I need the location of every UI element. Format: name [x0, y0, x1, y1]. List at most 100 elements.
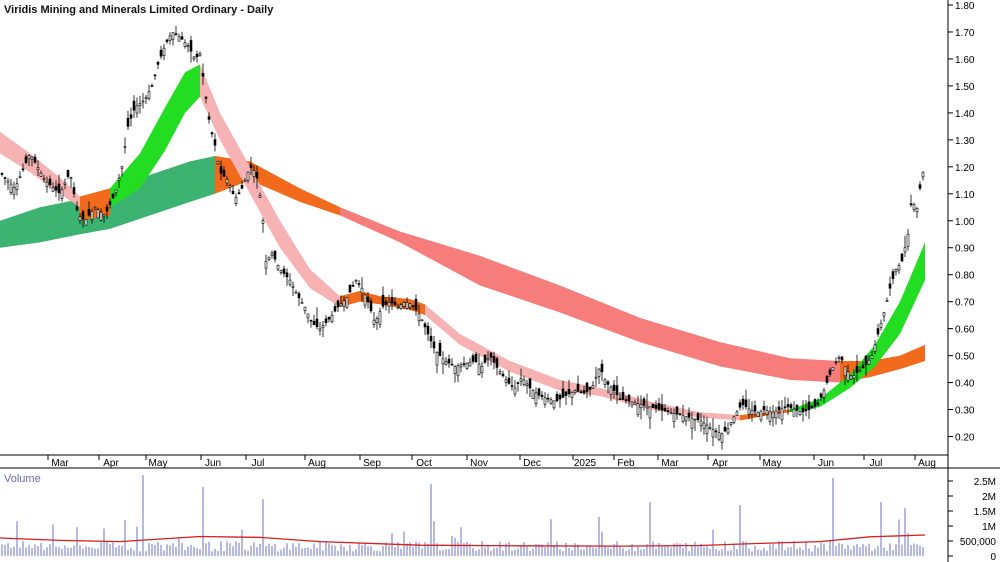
candle-body — [579, 391, 583, 393]
candle-body — [879, 322, 883, 328]
candle-body — [543, 397, 547, 405]
time-tick-label: Feb — [617, 458, 635, 469]
candle-body — [741, 398, 745, 406]
candle-body — [666, 410, 670, 413]
candle-body — [864, 355, 868, 366]
candle-body — [582, 390, 586, 394]
candle-body — [114, 189, 118, 193]
candle-body — [3, 177, 7, 179]
candle-body — [756, 411, 760, 417]
candle-body — [501, 373, 505, 377]
candle-body — [555, 394, 559, 402]
time-tick-label: Apr — [103, 458, 119, 469]
candle-body — [729, 422, 733, 425]
candle-body — [357, 283, 361, 285]
candle-body — [69, 177, 73, 180]
candle-body — [342, 300, 346, 307]
candle-body — [42, 178, 46, 180]
candle-body — [354, 279, 358, 282]
candle-body — [318, 328, 322, 331]
price-candles — [0, 26, 925, 450]
candle-body — [168, 35, 172, 41]
candle-body — [516, 382, 520, 384]
candle-body — [906, 233, 910, 247]
candle-body — [138, 103, 142, 106]
time-tick-label: Nov — [470, 458, 488, 469]
volume-tick-label: 1M — [982, 522, 996, 533]
candle-body — [492, 355, 496, 363]
volume-tick-label: 1.5M — [974, 507, 996, 518]
candle-body — [498, 371, 502, 374]
candle-body — [510, 385, 514, 387]
candle-body — [99, 211, 103, 221]
candle-body — [810, 405, 814, 409]
candle-body — [624, 399, 628, 401]
candle-body — [408, 303, 412, 308]
candle-body — [528, 378, 532, 389]
candle-body — [147, 91, 151, 100]
candle-body — [324, 318, 328, 323]
candle-body — [165, 39, 169, 42]
candle-body — [630, 401, 634, 406]
short-ribbon-bull-1 — [110, 64, 200, 208]
candle-body — [105, 206, 109, 212]
candle-body — [198, 53, 202, 56]
candle-body — [564, 391, 568, 396]
candle-body — [600, 363, 604, 373]
candle-body — [705, 424, 709, 434]
time-tick-label: Mar — [661, 458, 679, 469]
candle-body — [189, 40, 193, 52]
candle-body — [21, 168, 25, 171]
candle-body — [918, 184, 922, 189]
candle-body — [483, 355, 487, 363]
candle-body — [759, 410, 763, 421]
candle-body — [819, 393, 823, 398]
candle-body — [660, 404, 664, 411]
candle-body — [681, 415, 685, 422]
candle-body — [828, 369, 832, 375]
candle-body — [735, 411, 739, 416]
candle-body — [486, 358, 490, 361]
candle-body — [297, 293, 301, 299]
price-tick-label: 1.00 — [955, 217, 975, 228]
candle-body — [912, 204, 916, 210]
candle-body — [711, 429, 715, 438]
candle-body — [45, 181, 49, 187]
candle-body — [633, 402, 637, 405]
candle-body — [201, 72, 205, 77]
candle-body — [855, 366, 859, 373]
candle-body — [897, 264, 901, 271]
candle-body — [552, 400, 556, 409]
candle-body — [180, 36, 184, 40]
candle-body — [72, 187, 76, 195]
candle-body — [438, 342, 442, 356]
candle-body — [162, 47, 166, 56]
candle-body — [366, 296, 370, 302]
candle-body — [696, 413, 700, 421]
candle-body — [390, 296, 394, 304]
candle-body — [270, 252, 274, 257]
candle-body — [744, 399, 748, 408]
time-tick-label: Oct — [416, 458, 432, 469]
candle-body — [348, 284, 352, 293]
candle-body — [372, 319, 376, 325]
candle-body — [90, 211, 94, 220]
time-tick-label: Jul — [252, 458, 265, 469]
time-tick-label: Mar — [51, 458, 69, 469]
candle-body — [78, 216, 82, 221]
candle-body — [159, 49, 163, 57]
candle-body — [192, 56, 196, 60]
candle-body — [225, 178, 229, 184]
candle-body — [387, 302, 391, 307]
candle-body — [156, 62, 160, 65]
candle-body — [717, 432, 721, 440]
candle-body — [93, 206, 97, 210]
candle-body — [615, 385, 619, 396]
candle-body — [465, 362, 469, 369]
candle-body — [414, 298, 418, 311]
candle-body — [885, 300, 889, 302]
candle-body — [768, 411, 772, 422]
candle-body — [267, 256, 271, 260]
candle-body — [693, 418, 697, 421]
candle-body — [594, 376, 598, 379]
